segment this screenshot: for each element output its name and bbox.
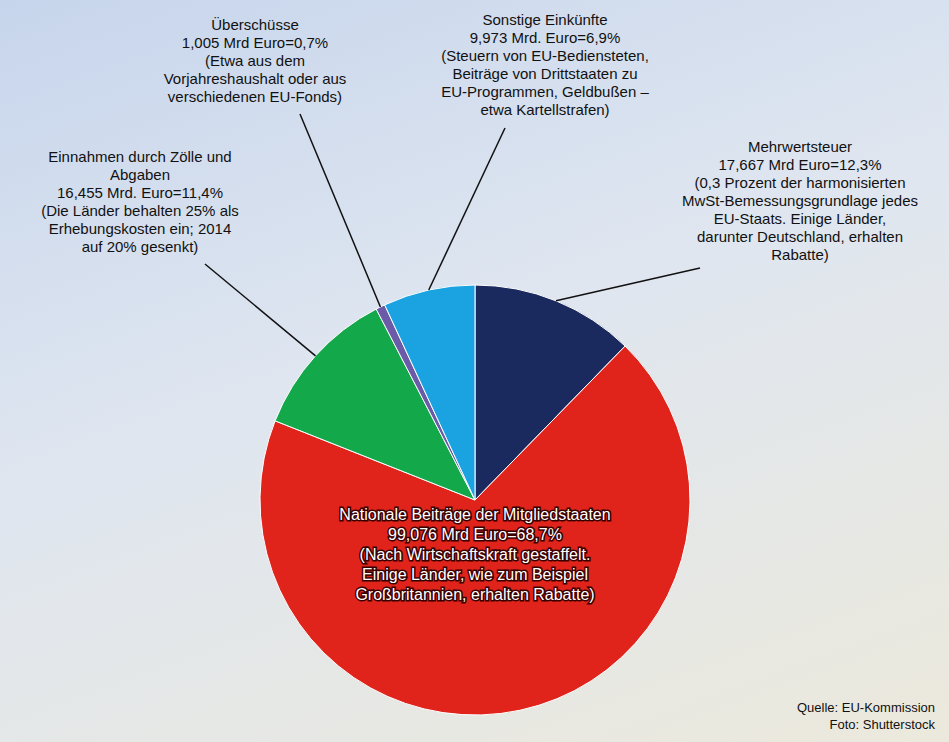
- svg-text:Nationale Beiträge der Mitglie: Nationale Beiträge der Mitgliedstaaten99…: [339, 506, 610, 603]
- svg-text:Überschüsse1,005 Mrd Euro=0,7%: Überschüsse1,005 Mrd Euro=0,7%(Etwa aus …: [164, 16, 347, 105]
- svg-text:Foto: Shutterstock: Foto: Shutterstock: [830, 717, 936, 732]
- svg-text:Einnahmen durch Zölle undAbgab: Einnahmen durch Zölle undAbgaben16,455 M…: [41, 148, 239, 255]
- svg-text:Quelle: EU-Kommission: Quelle: EU-Kommission: [797, 700, 935, 715]
- svg-text:Sonstige Einkünfte9,973 Mrd. E: Sonstige Einkünfte9,973 Mrd. Euro=6,9%(S…: [441, 11, 649, 118]
- svg-text:Mehrwertsteuer17,667 Mrd Euro=: Mehrwertsteuer17,667 Mrd Euro=12,3%(0,3 …: [682, 138, 918, 263]
